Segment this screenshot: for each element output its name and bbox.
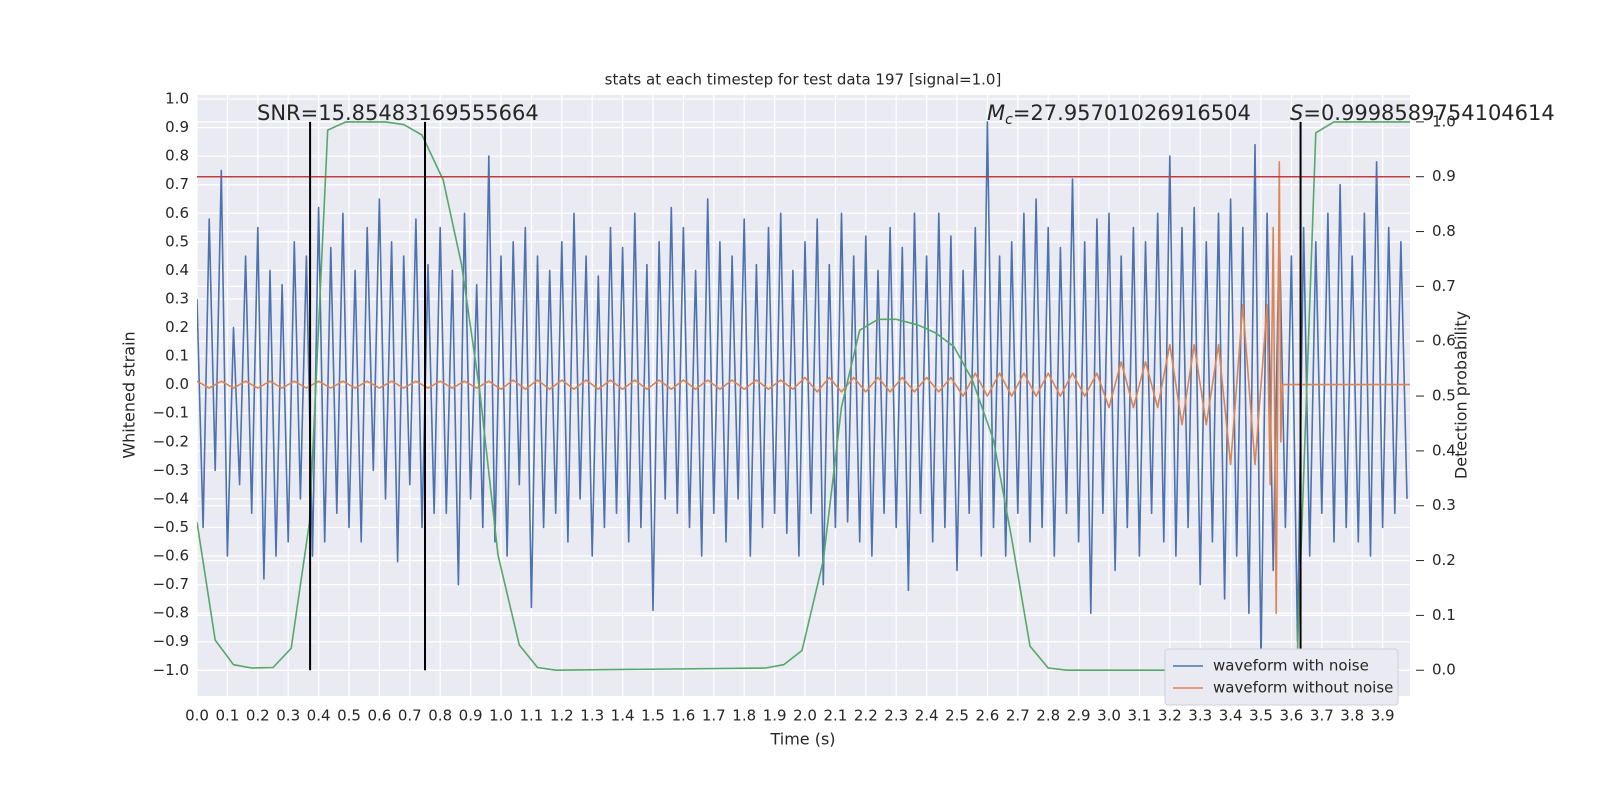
x-tick-label: 2.1 [823,707,847,725]
y-tick-label: 0.0 [165,375,189,393]
x-tick-label: 2.0 [793,707,817,725]
x-tick-label: 0.7 [398,707,422,725]
x-tick-label: 1.5 [641,707,665,725]
legend-box [1164,648,1399,706]
x-tick-label: 1.3 [580,707,604,725]
y2-tick-label: 0.8 [1432,222,1456,240]
x-axis-label: Time (s) [769,730,835,749]
y-tick-label: 0.7 [165,175,189,193]
x-tick-label: 3.4 [1219,707,1243,725]
annotation-text: =27.95701026916504 [1013,101,1251,125]
x-tick-label: 0.6 [367,707,391,725]
series-line [197,121,1410,671]
y2-tick-label: 0.0 [1432,661,1456,679]
plot-lines [197,121,1410,671]
x-tick-label: 3.2 [1158,707,1182,725]
y-tick-label: 0.1 [165,347,189,365]
x-tick-label: 1.6 [671,707,695,725]
y2-tick-label: 0.9 [1432,167,1456,185]
x-tick-label: 0.3 [276,707,300,725]
y-tick-label: 0.2 [165,318,189,336]
y2-tick-label: 0.4 [1432,441,1456,459]
y2-tick-label: 0.6 [1432,332,1456,350]
x-tick-label: 3.0 [1097,707,1121,725]
y-tick-label: −1.0 [153,661,189,679]
x-tick-label: 0.2 [246,707,270,725]
x-tick-label: 3.3 [1188,707,1212,725]
x-tick-label: 1.2 [550,707,574,725]
x-tick-label: 0.1 [215,707,239,725]
x-tick-label: 2.4 [915,707,939,725]
x-tick-label: 1.7 [702,707,726,725]
y-tick-label: −0.7 [153,575,189,593]
x-tick-label: 1.0 [489,707,513,725]
x-tick-label: 1.9 [763,707,787,725]
y-tick-label: −0.2 [153,432,189,450]
y-tick-label: −0.9 [153,632,189,650]
annotation-subscript: c [1005,112,1013,128]
x-tick-label: 3.6 [1280,707,1304,725]
x-tick-label: 2.9 [1067,707,1091,725]
annotation-text: SNR=15.85483169555664 [257,101,539,125]
x-tick-label: 0.5 [337,707,361,725]
annotation: SNR=15.85483169555664 [257,101,539,125]
y2-tick-label: 0.1 [1432,606,1456,624]
chart-title: stats at each timestep for test data 197… [605,71,1002,89]
x-tick-label: 2.2 [854,707,878,725]
x-tick-label: 0.8 [428,707,452,725]
y-tick-label: 0.3 [165,289,189,307]
x-tick-label: 3.8 [1340,707,1364,725]
y-tick-label: −0.3 [153,461,189,479]
annotation: Mc=27.95701026916504 [987,101,1251,128]
series-line [197,121,1408,663]
x-tick-label: 3.5 [1249,707,1273,725]
y-tick-label: −0.6 [153,547,189,565]
series-line [197,161,1410,614]
x-tick-label: 2.5 [945,707,969,725]
y2-axis-label: Detection probability [1452,311,1471,479]
legend-label: waveform with noise [1213,657,1369,675]
y-tick-label: 0.8 [165,147,189,165]
grid [196,95,1410,696]
y2-tick-label: 0.2 [1432,551,1456,569]
x-tick-label: 2.3 [884,707,908,725]
y2-tick-label: 0.3 [1432,496,1456,514]
y-tick-label: 1.0 [165,89,189,107]
x-tick-label: 0.4 [307,707,331,725]
annotation-symbol: S [1290,101,1303,125]
y-tick-label: −0.1 [153,404,189,422]
overlays: 0.0 0.1 0.2 0.3 0.4 0.5 0.6 0.7 0.8 0.9 1.0 1.1 1.2 1… [153,89,1555,724]
y-tick-label: 0.5 [165,232,189,250]
x-tick-label: 2.6 [975,707,999,725]
y-tick-label: −0.8 [153,604,189,622]
y-axis-label: Whitened strain [120,331,139,458]
y-tick-label: 0.4 [165,261,189,279]
x-tick-label: 3.7 [1310,707,1334,725]
x-tick-label: 1.4 [611,707,635,725]
y-tick-label: 0.9 [165,118,189,136]
x-tick-label: 2.8 [1036,707,1060,725]
x-tick-label: 1.1 [519,707,543,725]
annotation-text: =0.9998589754104614 [1303,101,1554,125]
annotation: S=0.9998589754104614 [1290,101,1555,125]
x-tick-label: 3.9 [1371,707,1395,725]
x-tick-label: 0.0 [185,707,209,725]
y-tick-label: 0.6 [165,204,189,222]
y-tick-label: −0.4 [153,489,189,507]
annotation-symbol: M [987,101,1005,125]
y2-tick-label: 0.7 [1432,277,1456,295]
x-tick-label: 1.8 [732,707,756,725]
x-tick-label: 0.9 [459,707,483,725]
legend-label: waveform without noise [1213,679,1393,697]
y-tick-label: −0.5 [153,518,189,536]
y2-tick-label: 1.0 [1432,112,1456,130]
x-tick-label: 3.1 [1128,707,1152,725]
y2-tick-label: 0.5 [1432,387,1456,405]
x-tick-label: 2.7 [1006,707,1030,725]
